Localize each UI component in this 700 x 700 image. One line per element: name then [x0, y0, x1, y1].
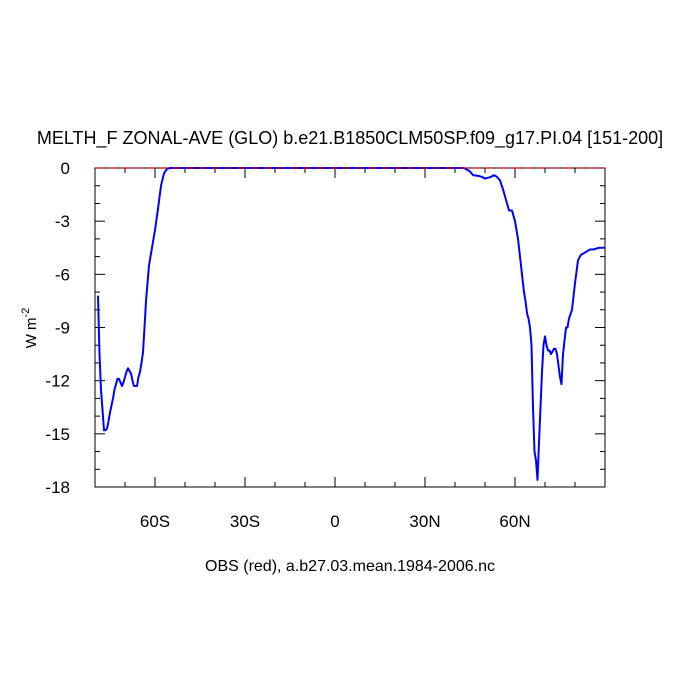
chart-title: MELTH_F ZONAL-AVE (GLO) b.e21.B1850CLM50… [37, 128, 663, 149]
y-tick-label: 0 [61, 159, 70, 178]
series-line-model [97, 167, 605, 481]
y-tick-label: -6 [55, 265, 70, 284]
x-tick-label: 0 [330, 512, 339, 531]
series-layer [95, 167, 605, 481]
x-tick-label: 60S [140, 512, 170, 531]
y-axis-label-main: W m [23, 317, 40, 348]
y-tick-labels: 0 -3 -6 -9 -12 -15 -18 [45, 159, 70, 497]
x-tick-label: 60N [499, 512, 530, 531]
footnote: OBS (red), a.b27.03.mean.1984-2006.nc [205, 558, 495, 575]
y-tick-label: -18 [45, 478, 70, 497]
x-tick-label: 30N [409, 512, 440, 531]
x-tick-labels: 60S 30S 0 30N 60N [140, 512, 531, 531]
y-tick-label: -15 [45, 425, 70, 444]
y-tick-label: -9 [55, 319, 70, 338]
plot-area [94, 167, 606, 488]
x-tick-label: 30S [230, 512, 260, 531]
y-axis-label-exponent: -2 [20, 308, 32, 318]
y-axis-label: W m-2 [20, 308, 40, 349]
axis-ticks [94, 167, 606, 488]
plot-frame [94, 167, 606, 488]
y-tick-label: -12 [45, 372, 70, 391]
y-tick-label: -3 [55, 212, 70, 231]
